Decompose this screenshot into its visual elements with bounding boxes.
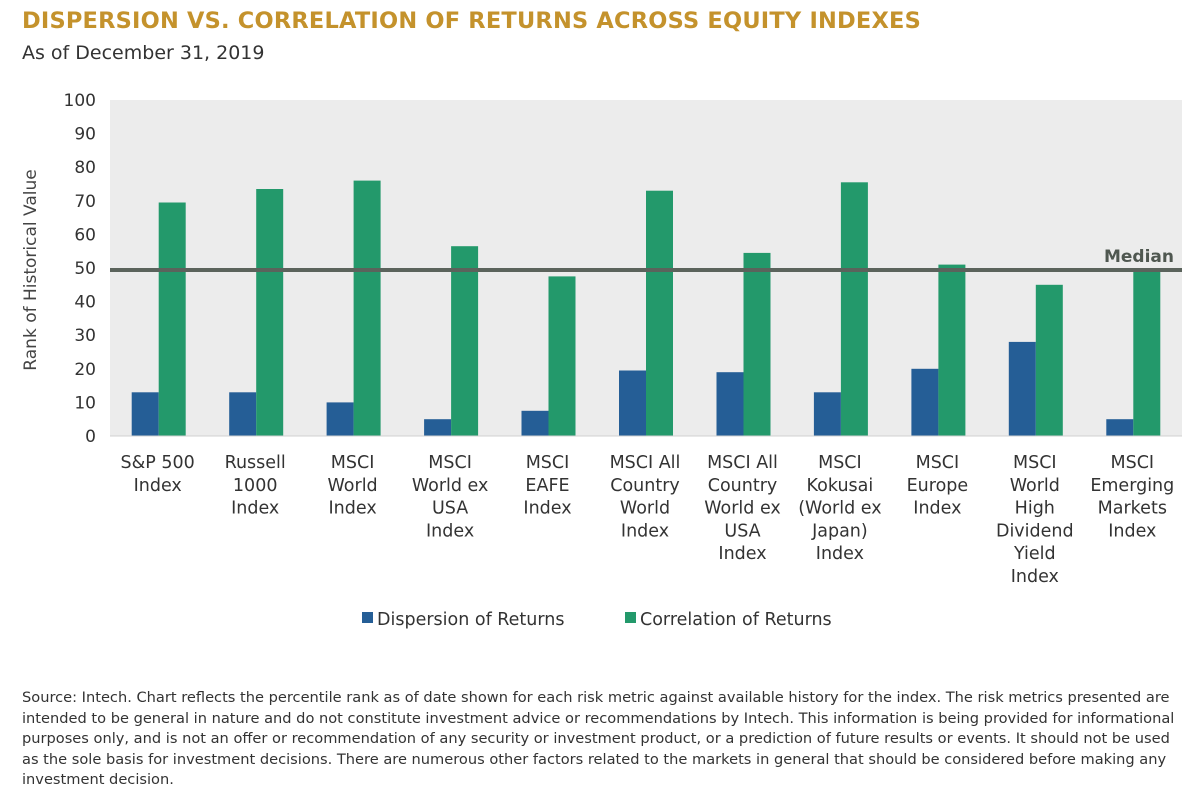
bars xyxy=(131,180,1161,436)
correlation-bar xyxy=(548,276,576,436)
dispersion-bar xyxy=(619,370,646,436)
dispersion-bar xyxy=(521,410,549,436)
correlation-bar xyxy=(938,264,966,436)
x-tick-label: MSCI World High Dividend Yield Index xyxy=(996,453,1074,587)
correlation-bar xyxy=(743,252,771,436)
correlation-bar xyxy=(158,202,186,436)
legend-label: Dispersion of Returns xyxy=(377,610,564,630)
y-tick-label: 20 xyxy=(74,360,96,380)
correlation-bar xyxy=(256,189,284,436)
y-axis-label: Rank of Historical Value xyxy=(21,169,41,370)
median-label: Median xyxy=(1104,247,1174,267)
y-tick-label: 40 xyxy=(74,293,96,313)
y-tick-label: 50 xyxy=(74,259,96,279)
correlation-bar xyxy=(451,246,479,436)
x-tick-label: MSCI World ex USA Index xyxy=(412,453,489,541)
y-tick-label: 80 xyxy=(74,158,96,178)
legend-swatch-correlation xyxy=(625,612,636,623)
x-tick-label: MSCI Emerging Markets Index xyxy=(1090,453,1174,541)
dispersion-bar xyxy=(229,392,257,436)
legend-swatch-dispersion xyxy=(362,612,373,623)
x-tick-label: MSCI Kokusai (World ex Japan) Index xyxy=(798,453,881,564)
x-tick-label: S&P 500 Index xyxy=(121,453,195,496)
x-tick-label: MSCI World Index xyxy=(328,453,378,519)
x-axis-labels: S&P 500 Index Russell 1000 Index MSCI World Ind… xyxy=(121,453,1175,587)
y-tick-label: 100 xyxy=(64,91,96,111)
dispersion-bar xyxy=(1008,341,1036,436)
source-note: Source: Intech. Chart reflects the perce… xyxy=(22,689,1175,788)
x-tick-label: MSCI All Country World ex USA Index xyxy=(704,453,781,564)
dispersion-bar xyxy=(911,368,939,436)
x-tick-label: MSCI EAFE Index xyxy=(523,453,571,519)
dispersion-bar xyxy=(813,392,841,436)
correlation-bar xyxy=(353,180,381,436)
y-tick-label: 30 xyxy=(74,326,96,346)
x-tick-label: Russell 1000 Index xyxy=(225,453,286,519)
chart-subtitle: As of December 31, 2019 xyxy=(22,42,265,64)
legend-label: Correlation of Returns xyxy=(640,610,832,630)
y-tick-label: 10 xyxy=(74,393,96,413)
dispersion-bar xyxy=(131,392,159,436)
dispersion-bar xyxy=(716,372,744,436)
y-tick-label: 0 xyxy=(85,427,96,447)
correlation-bar xyxy=(1035,284,1063,436)
y-axis: 0 10 20 30 40 50 60 70 80 90 100 xyxy=(64,91,96,447)
correlation-bar xyxy=(646,190,673,436)
x-tick-label: MSCI Europe Index xyxy=(907,453,969,519)
x-tick-label: MSCI All Country World Index xyxy=(610,453,681,541)
dispersion-bar xyxy=(326,402,354,436)
chart: 0 10 20 30 40 50 60 70 80 90 100 Rank of Historica… xyxy=(21,91,1182,630)
dispersion-bar xyxy=(1106,419,1134,436)
chart-title: DISPERSION VS. CORRELATION OF RETURNS AC… xyxy=(22,8,922,34)
legend: Dispersion of Returns Correlation of Retu… xyxy=(362,610,832,630)
y-tick-label: 60 xyxy=(74,225,96,245)
correlation-bar xyxy=(840,182,868,436)
correlation-bar xyxy=(1133,268,1161,436)
y-tick-label: 70 xyxy=(74,192,96,212)
dispersion-bar xyxy=(424,419,452,436)
y-tick-label: 90 xyxy=(74,125,96,145)
